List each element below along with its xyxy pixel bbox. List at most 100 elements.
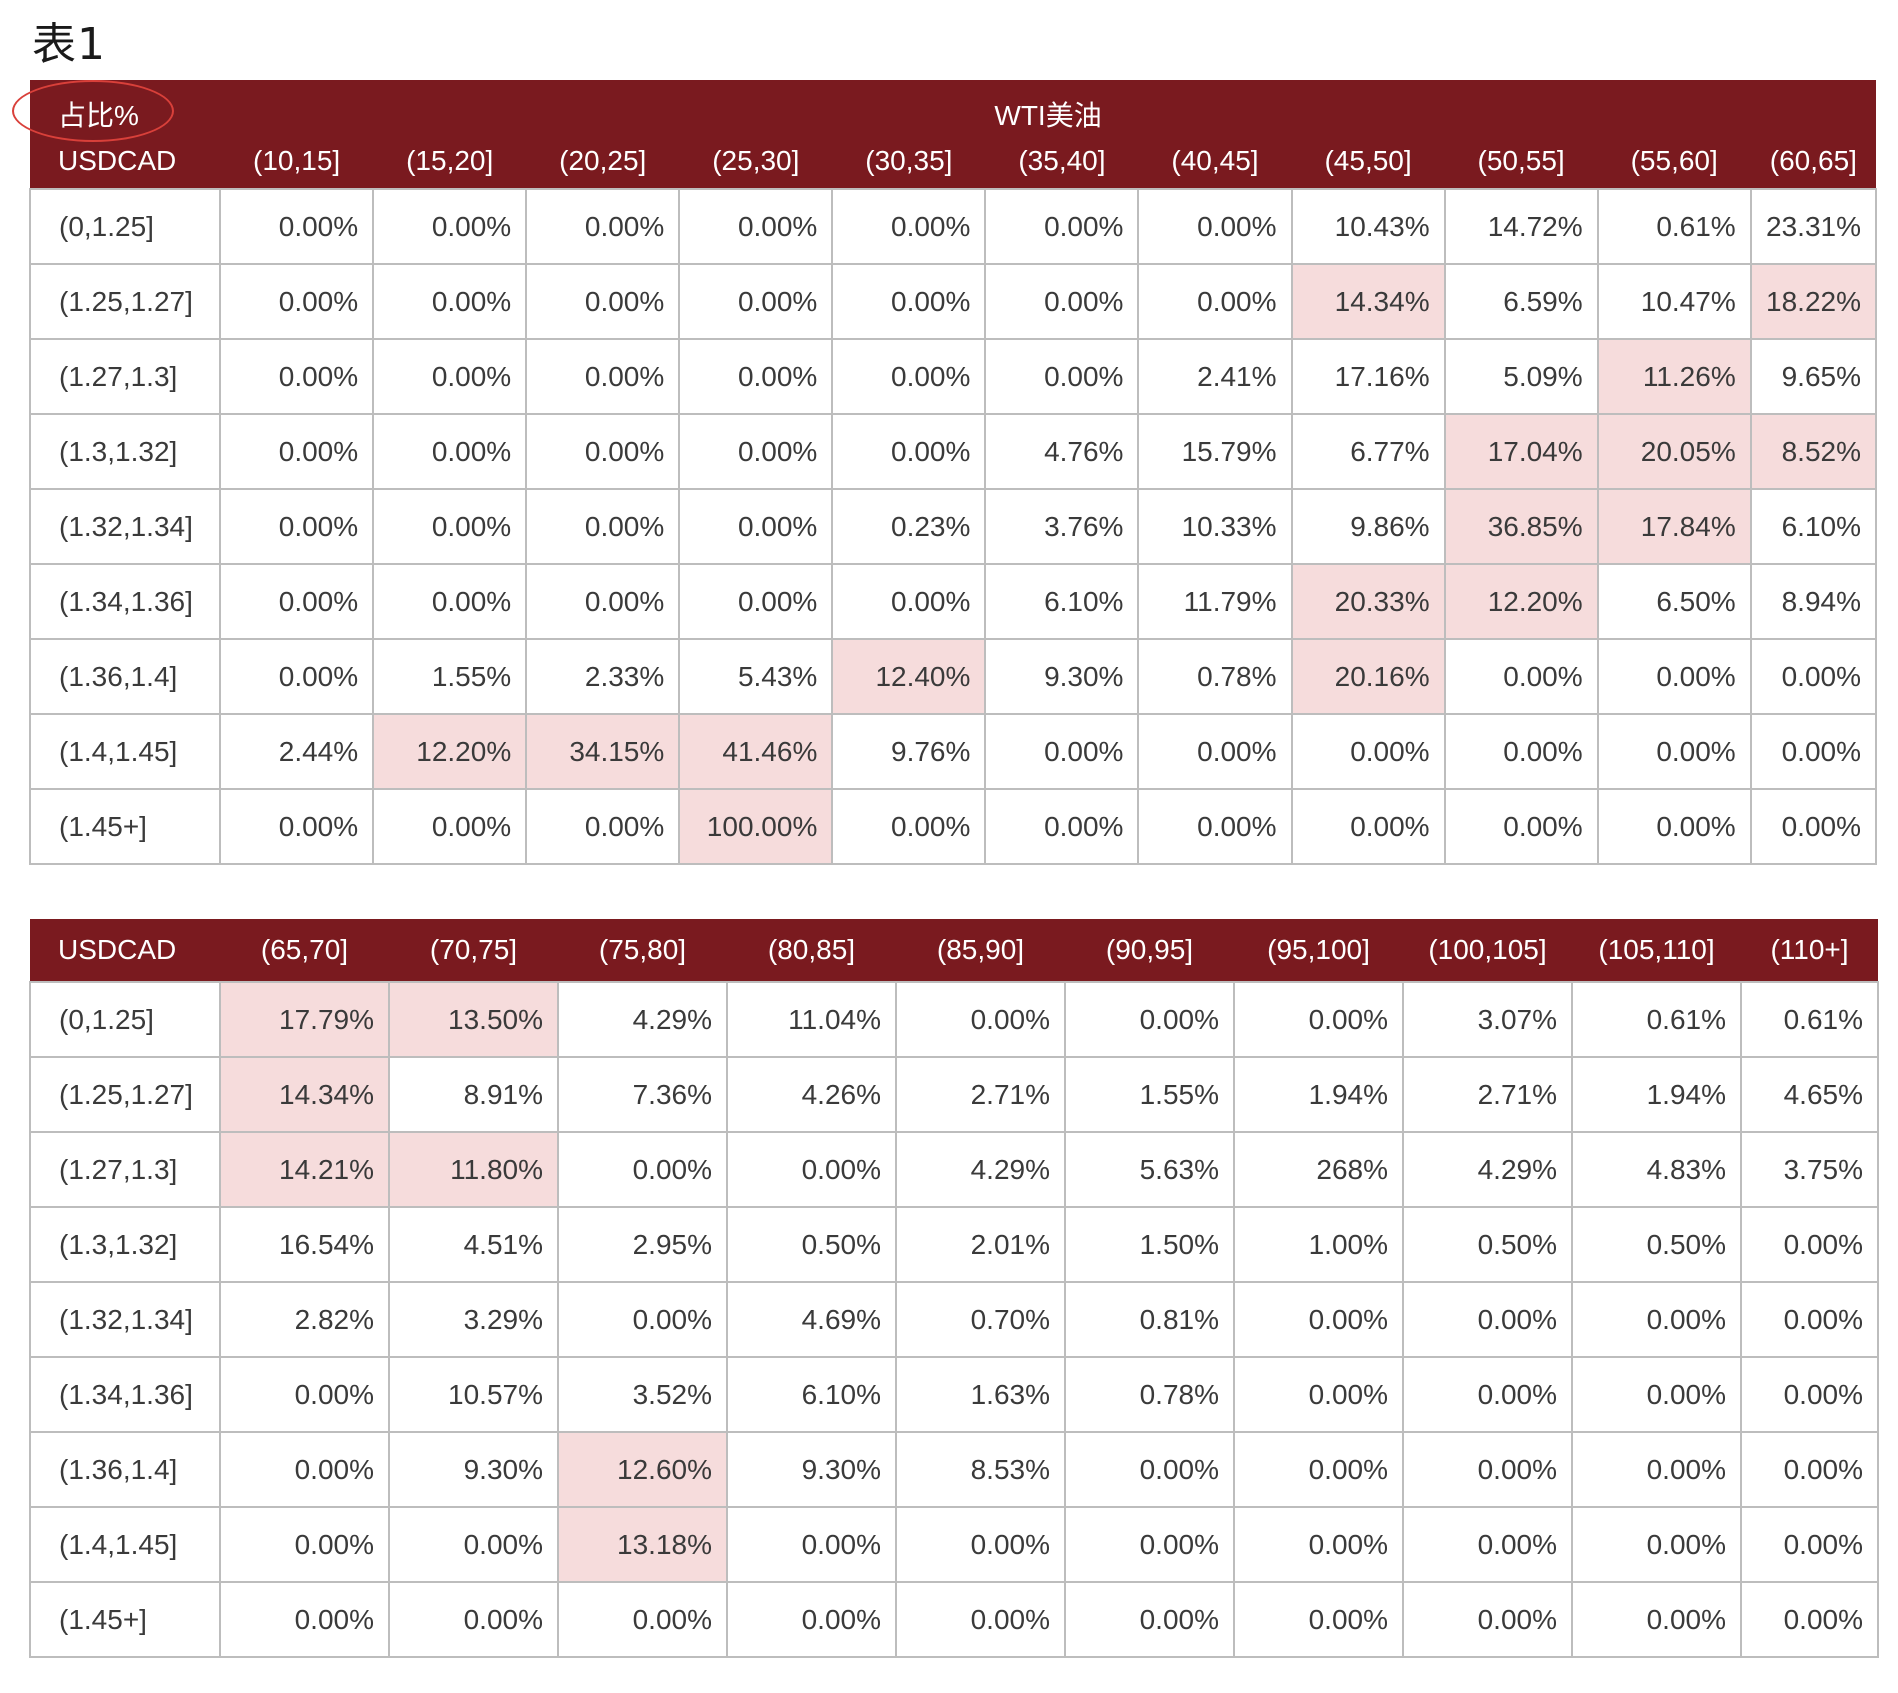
highlighted-cell: 100.00% (678, 788, 834, 865)
data-cell: 0.00% (372, 788, 528, 865)
data-cell: 3.75% (1740, 1131, 1879, 1208)
row-label: (1.3,1.32] (29, 1206, 221, 1283)
data-cell: 6.77% (1290, 413, 1446, 490)
highlighted-cell: 17.04% (1443, 413, 1599, 490)
data-cell: 0.81% (1064, 1281, 1235, 1358)
column-header: (25,30] (679, 134, 833, 189)
data-cell: 0.00% (984, 788, 1140, 865)
data-cell: 0.00% (1233, 981, 1404, 1058)
row-label: (1.25,1.27] (28, 263, 222, 340)
data-cell: 0.00% (525, 788, 681, 865)
data-cell: 0.00% (372, 488, 528, 565)
data-cell: 0.00% (678, 188, 834, 265)
data-cell: 0.00% (1749, 638, 1878, 715)
data-cell: 0.00% (557, 1131, 728, 1208)
column-header: (55,60] (1597, 134, 1751, 189)
row-label: (1.27,1.3] (28, 338, 222, 415)
data-cell: 0.00% (1233, 1431, 1404, 1508)
data-cell: 0.00% (219, 563, 375, 640)
data-cell: 0.00% (678, 413, 834, 490)
table-row: (1.4,1.45] 0.00% 0.00% 13.18% 0.00% 0.00% 0.00… (29, 1506, 1879, 1583)
data-cell: 6.10% (1749, 488, 1878, 565)
data-cell: 2.95% (557, 1206, 728, 1283)
data-cell: 0.00% (1290, 713, 1446, 790)
data-cell: 0.00% (678, 263, 834, 340)
data-cell: 0.00% (895, 1506, 1066, 1583)
data-cell: 0.00% (525, 188, 681, 265)
column-header: (95,100] (1234, 919, 1403, 982)
data-cell: 3.52% (557, 1356, 728, 1433)
data-cell: 11.04% (726, 981, 897, 1058)
data-cell: 0.00% (1402, 1356, 1573, 1433)
data-cell: 7.36% (557, 1056, 728, 1133)
data-cell: 1.55% (372, 638, 528, 715)
table-row: (1.27,1.3] 0.00% 0.00% 0.00% 0.00% 0.00% 0.00%… (28, 338, 1878, 415)
column-header: (15,20] (373, 134, 527, 189)
data-cell: 0.00% (1596, 638, 1752, 715)
data-cell: 4.83% (1571, 1131, 1742, 1208)
row-label: (1.27,1.3] (29, 1131, 221, 1208)
column-header: (70,75] (389, 919, 558, 982)
data-cell: 2.44% (219, 713, 375, 790)
data-cell: 0.00% (219, 188, 375, 265)
column-header: (60,65] (1750, 134, 1876, 189)
data-cell: 0.23% (831, 488, 987, 565)
data-cell: 0.00% (1443, 638, 1599, 715)
column-header: (85,90] (896, 919, 1065, 982)
table-caption: 表1 (32, 19, 106, 70)
data-cell: 5.43% (678, 638, 834, 715)
probability-table-part2: USDCAD (65,70] (70,75] (75,80] (80,85] (85,9… (29, 919, 1879, 1658)
column-header: (45,50] (1291, 134, 1445, 189)
column-header: (100,105] (1403, 919, 1572, 982)
data-cell: 0.00% (1137, 263, 1293, 340)
data-cell: 0.50% (1571, 1206, 1742, 1283)
data-cell: 0.00% (1443, 713, 1599, 790)
table-row: (1.27,1.3] 14.21% 11.80% 0.00% 0.00% 4.29% 5.6… (29, 1131, 1879, 1208)
data-cell: 3.29% (388, 1281, 559, 1358)
data-cell: 10.47% (1596, 263, 1752, 340)
table2-body: (0,1.25] 17.79% 13.50% 4.29% 11.04% 0.00% 0.00… (29, 981, 1879, 1658)
data-cell: 0.00% (831, 563, 987, 640)
highlighted-cell: 12.20% (1443, 563, 1599, 640)
data-cell: 0.00% (1233, 1356, 1404, 1433)
column-header: (75,80] (558, 919, 727, 982)
data-cell: 0.00% (372, 188, 528, 265)
data-cell: 3.76% (984, 488, 1140, 565)
highlighted-cell: 34.15% (525, 713, 681, 790)
data-cell: 0.00% (1740, 1431, 1879, 1508)
data-cell: 0.00% (1402, 1281, 1573, 1358)
row-label: (0,1.25] (29, 981, 221, 1058)
table2-header: USDCAD (65,70] (70,75] (75,80] (80,85] (85,9… (30, 919, 1878, 982)
table-row: (1.36,1.4] 0.00% 9.30% 12.60% 9.30% 8.53% 0.00… (29, 1431, 1879, 1508)
data-cell: 0.00% (525, 563, 681, 640)
data-cell: 0.00% (388, 1581, 559, 1658)
data-cell: 0.00% (1233, 1581, 1404, 1658)
data-cell: 2.41% (1137, 338, 1293, 415)
data-cell: 0.50% (1402, 1206, 1573, 1283)
data-cell: 268% (1233, 1131, 1404, 1208)
data-cell: 10.57% (388, 1356, 559, 1433)
probability-table-part1: 占比% WTI美油 USDCAD (10,15] (15,20] (20,25] (2… (12, 80, 1878, 865)
data-cell: 0.00% (1571, 1581, 1742, 1658)
row-label: (1.3,1.32] (28, 413, 222, 490)
data-cell: 0.00% (1402, 1581, 1573, 1658)
row-label: (1.4,1.45] (28, 713, 222, 790)
data-cell: 1.55% (1064, 1056, 1235, 1133)
data-cell: 4.29% (557, 981, 728, 1058)
table-row: (1.3,1.32] 0.00% 0.00% 0.00% 0.00% 0.00% 4.76%… (28, 413, 1878, 490)
data-cell: 0.00% (372, 338, 528, 415)
highlighted-cell: 12.60% (557, 1431, 728, 1508)
table-row: (1.45+] 0.00% 0.00% 0.00% 100.00% 0.00% 0.00% 0… (28, 788, 1878, 865)
data-cell: 6.59% (1443, 263, 1599, 340)
data-cell: 5.63% (1064, 1131, 1235, 1208)
data-cell: 0.00% (831, 338, 987, 415)
column-header: (65,70] (220, 919, 389, 982)
data-cell: 11.79% (1137, 563, 1293, 640)
table1-header: 占比% WTI美油 USDCAD (10,15] (15,20] (20,25] (2… (12, 80, 1876, 189)
table1-body: (0,1.25] 0.00% 0.00% 0.00% 0.00% 0.00% 0.00% 0.… (28, 188, 1878, 865)
data-cell: 2.01% (895, 1206, 1066, 1283)
data-cell: 10.43% (1290, 188, 1446, 265)
table-row: (1.45+] 0.00% 0.00% 0.00% 0.00% 0.00% 0.00% 0.0… (29, 1581, 1879, 1658)
data-cell: 0.70% (895, 1281, 1066, 1358)
table-row: (1.32,1.34] 0.00% 0.00% 0.00% 0.00% 0.23% 3.76… (28, 488, 1878, 565)
